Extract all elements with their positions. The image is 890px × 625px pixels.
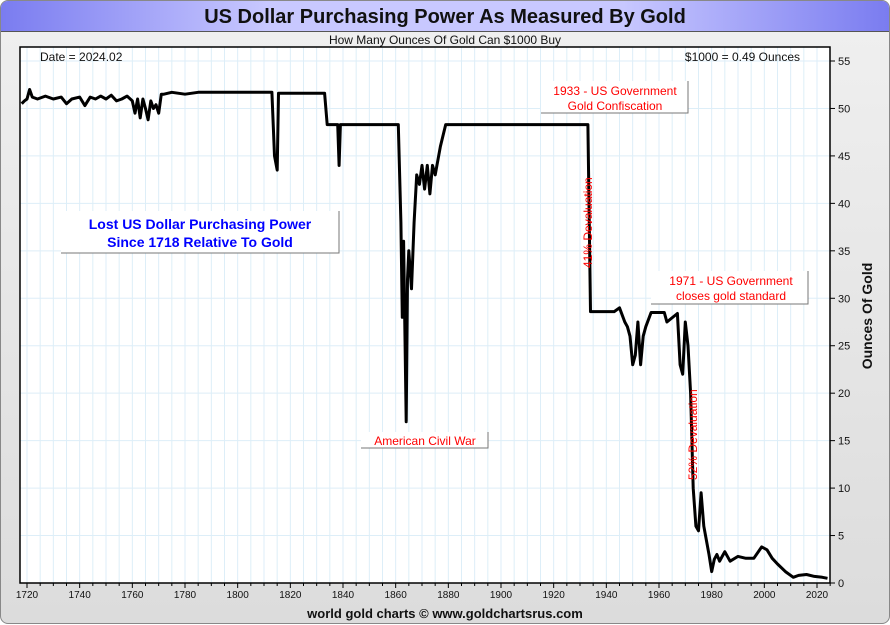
devaluation-41-label: 41% Devaluation (581, 177, 595, 268)
gold-standard-box-shadow (651, 271, 809, 305)
x-tick-label: 1880 (437, 590, 460, 601)
series-line (20, 88, 828, 580)
x-tick-label: 1740 (69, 590, 92, 601)
y-axis-label: Ounces Of Gold (859, 263, 875, 370)
y-tick-label: 15 (838, 436, 850, 448)
chart-footer: world gold charts © www.goldchartsrus.co… (307, 606, 583, 621)
confiscation-box (541, 81, 688, 113)
x-tick-label: 1920 (543, 590, 566, 601)
confiscation-line-1: 1933 - US Government (553, 84, 677, 98)
plot-area (20, 47, 830, 583)
x-tick-label: 2000 (753, 590, 776, 601)
current-value-label: $1000 = 0.49 Ounces (685, 50, 800, 64)
y-tick-label: 20 (838, 388, 850, 400)
y-tick-label: 10 (838, 483, 850, 495)
confiscation-line-2: Gold Confiscation (568, 99, 663, 113)
gold-standard-line-2: closes gold standard (676, 289, 786, 303)
lost-power-line-2: Since 1718 Relative To Gold (107, 234, 293, 250)
x-tick-label: 1840 (332, 590, 355, 601)
gold-standard-line-1: 1971 - US Government (669, 274, 793, 288)
x-tick-label: 1780 (174, 590, 197, 601)
y-tick-label: 55 (838, 56, 850, 68)
civil-war-box (361, 432, 488, 448)
y-tick-label: 25 (838, 341, 850, 353)
x-tick-label: 1960 (648, 590, 671, 601)
x-tick-label: 1940 (595, 590, 618, 601)
civil-war-box-shadow (361, 432, 489, 449)
y-tick-label: 40 (838, 198, 850, 210)
x-tick-label: 1820 (279, 590, 302, 601)
x-tick-label: 1760 (121, 590, 144, 601)
devaluation-52-label: 52% Devaluation (686, 389, 700, 480)
y-tick-label: 50 (838, 103, 850, 115)
lost-power-box (61, 211, 339, 253)
x-tick-label: 1720 (16, 590, 39, 601)
confiscation-box-shadow (541, 81, 689, 114)
civil-war-label: American Civil War (374, 434, 476, 448)
y-tick-label: 5 (838, 531, 844, 543)
y-tick-label: 30 (838, 293, 850, 305)
y-tick-label: 45 (838, 151, 850, 163)
y-tick-label: 35 (838, 246, 850, 258)
lost-power-box-shadow (61, 211, 340, 254)
chart-title: US Dollar Purchasing Power As Measured B… (1, 1, 889, 32)
lost-power-line-1: Lost US Dollar Purchasing Power (89, 216, 312, 232)
x-tick-label: 1860 (385, 590, 408, 601)
date-label: Date = 2024.02 (40, 50, 123, 64)
chart-subtitle: How Many Ounces Of Gold Can $1000 Buy (328, 33, 562, 47)
gold-standard-box (651, 271, 808, 304)
x-tick-label: 2020 (806, 590, 829, 601)
x-tick-label: 1980 (701, 590, 724, 601)
x-tick-label: 1800 (227, 590, 250, 601)
x-tick-label: 1900 (490, 590, 513, 601)
y-tick-label: 0 (838, 578, 844, 590)
plot-border (19, 46, 831, 584)
